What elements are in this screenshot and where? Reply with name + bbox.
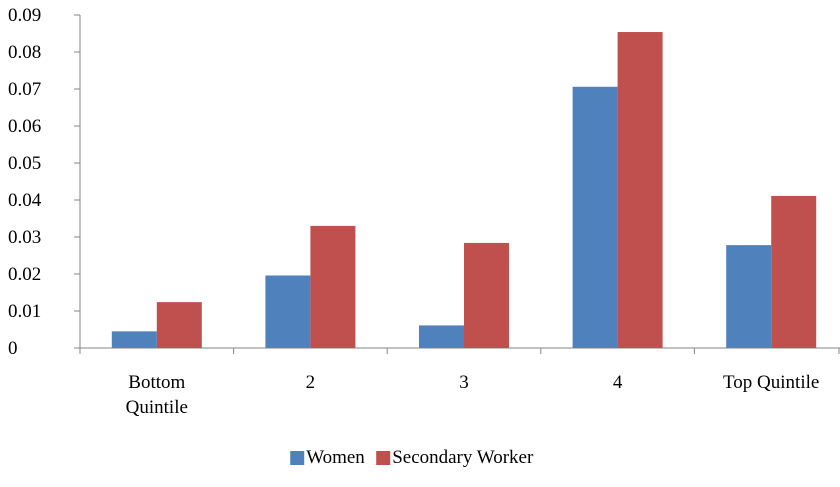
bar-women-1 xyxy=(265,275,311,348)
x-category-label: 4 xyxy=(613,372,623,393)
legend-label: Secondary Worker xyxy=(392,447,534,468)
bar-secondary-worker-4 xyxy=(771,195,817,348)
x-category-label: Bottom xyxy=(128,372,185,393)
legend-swatch-secondary-worker xyxy=(376,451,391,465)
x-category-label: 3 xyxy=(459,372,469,393)
y-tick-label: 0.01 xyxy=(8,301,41,322)
y-tick-label: 0.07 xyxy=(8,79,41,100)
x-category-label: Quintile xyxy=(126,397,188,418)
legend-label: Women xyxy=(306,447,365,468)
bar-women-4 xyxy=(726,245,772,348)
bar-secondary-worker-0 xyxy=(156,302,202,348)
y-tick-label: 0.04 xyxy=(8,190,42,211)
legend: Women Secondary Worker xyxy=(290,447,534,468)
y-tick-label: 0.03 xyxy=(8,227,41,248)
bar-secondary-worker-1 xyxy=(310,225,356,348)
bar-women-0 xyxy=(111,331,157,348)
bar-women-3 xyxy=(572,86,618,348)
legend-swatch-women xyxy=(290,451,305,465)
x-category-label: 2 xyxy=(306,372,316,393)
y-tick-label: 0.09 xyxy=(8,5,41,26)
bar-secondary-worker-3 xyxy=(617,32,663,349)
y-tick-label: 0.08 xyxy=(8,42,41,63)
bar-women-2 xyxy=(419,325,464,348)
y-tick-label: 0.05 xyxy=(8,153,41,174)
x-category-label: Top Quintile xyxy=(723,372,819,393)
x-axis: Bottom Quintile 2 3 4 Top Quintile xyxy=(79,347,840,418)
y-tick-label: 0.06 xyxy=(8,116,41,137)
y-tick-label: 0.02 xyxy=(8,264,41,285)
bar-secondary-worker-2 xyxy=(464,242,509,348)
bars xyxy=(111,32,817,349)
y-axis: 0 0.01 0.02 0.03 0.04 0.05 0.06 0.07 0.08 0.09 xyxy=(8,5,81,359)
y-tick-label: 0 xyxy=(8,338,18,359)
